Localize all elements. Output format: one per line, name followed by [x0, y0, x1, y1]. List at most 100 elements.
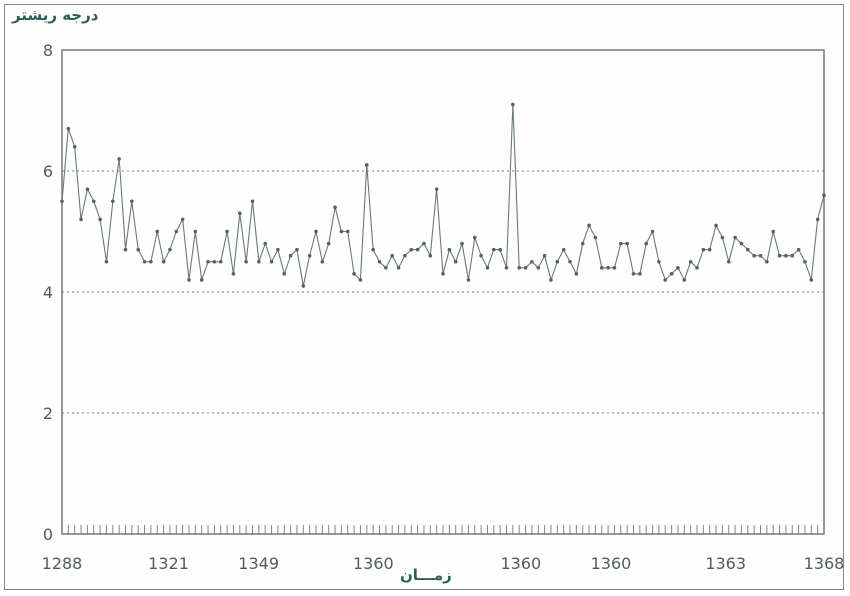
chart-frame: [4, 4, 844, 590]
x-tick-label: 1349: [238, 554, 279, 573]
data-point: [498, 247, 502, 252]
data-point: [269, 259, 274, 264]
data-point: [599, 266, 604, 270]
data-point: [701, 247, 706, 252]
data-point: [447, 247, 452, 252]
data-point: [371, 247, 375, 252]
data-point: [244, 259, 248, 264]
data-point: [650, 229, 655, 234]
data-point: [333, 205, 337, 210]
data-point: [733, 235, 737, 240]
y-axis-ticks: 0 2 4 6 8: [43, 41, 53, 544]
data-point: [561, 247, 566, 252]
data-point: [466, 278, 471, 282]
data-point: [644, 241, 648, 246]
data-point: [403, 253, 407, 258]
y-tick-label: 8: [43, 41, 53, 60]
data-point: [123, 247, 128, 252]
data-point: [263, 241, 268, 246]
y-tick-label: 0: [43, 525, 53, 544]
x-tick-label: 1360: [591, 554, 632, 573]
y-tick-label: 2: [43, 404, 53, 423]
data-point: [365, 163, 369, 167]
data-point: [434, 187, 439, 191]
data-point: [174, 229, 179, 234]
data-point: [231, 272, 236, 276]
data-point: [504, 266, 509, 270]
data-point: [161, 259, 166, 264]
data-point: [536, 266, 541, 270]
data-point: [79, 217, 83, 222]
x-tick-label: 1360: [353, 554, 394, 573]
data-point: [549, 278, 553, 282]
data-point: [511, 102, 515, 107]
data-point: [453, 259, 458, 264]
data-point: [130, 199, 134, 204]
data-point: [136, 247, 140, 252]
data-point: [117, 157, 121, 161]
data-point: [307, 253, 312, 258]
data-point: [746, 247, 750, 252]
data-point: [282, 272, 287, 276]
data-point: [199, 278, 204, 282]
data-point: [714, 223, 718, 228]
data-point: [168, 247, 172, 252]
data-point: [726, 259, 731, 264]
data-point: [111, 199, 115, 204]
data-point: [612, 266, 617, 270]
data-point: [187, 278, 191, 282]
data-point: [225, 229, 229, 234]
data-point: [295, 247, 299, 252]
data-point: [720, 235, 725, 240]
data-point: [339, 229, 344, 234]
data-point: [212, 259, 217, 264]
data-point: [771, 229, 775, 234]
data-point: [796, 247, 801, 252]
data-point: [688, 259, 693, 264]
data-point: [606, 266, 610, 270]
x-axis-minor-ticks: [61, 525, 825, 534]
data-point: [60, 199, 64, 204]
data-point: [657, 259, 661, 264]
data-point: [784, 253, 788, 258]
x-axis-tick-labels: 1288 1321 1349 1360 1360 1360 1363 1368: [42, 554, 845, 573]
data-point: [752, 253, 756, 258]
data-point: [815, 217, 820, 222]
data-point: [352, 272, 356, 276]
data-point: [758, 253, 763, 258]
data-point: [276, 247, 280, 252]
data-point: [377, 259, 382, 264]
data-point: [91, 199, 96, 204]
data-point: [631, 272, 636, 276]
data-point: [250, 199, 255, 204]
data-point: [288, 253, 293, 258]
y-tick-label: 4: [43, 283, 53, 302]
x-axis-label: زمـــان: [400, 566, 452, 584]
data-point: [384, 266, 388, 270]
data-point: [790, 253, 795, 258]
data-point: [587, 223, 591, 228]
series-line: [61, 103, 825, 287]
data-point: [98, 217, 102, 222]
data-point: [320, 259, 325, 264]
data-point: [803, 259, 807, 264]
data-point: [257, 259, 261, 264]
y-tick-label: 6: [43, 162, 53, 181]
y-axis-label: درجه ریشتر: [12, 6, 99, 24]
data-point: [485, 266, 490, 270]
data-point: [358, 278, 363, 282]
data-point: [492, 247, 496, 252]
data-point: [676, 266, 680, 270]
x-tick-label: 1363: [705, 554, 746, 573]
data-point: [409, 247, 414, 252]
data-point: [625, 241, 629, 246]
data-point: [479, 253, 483, 258]
data-point: [422, 241, 426, 246]
data-point: [396, 266, 401, 270]
data-point: [301, 284, 306, 288]
data-point: [530, 259, 534, 264]
data-point: [523, 266, 528, 270]
data-point: [415, 247, 420, 252]
data-point: [580, 241, 585, 246]
